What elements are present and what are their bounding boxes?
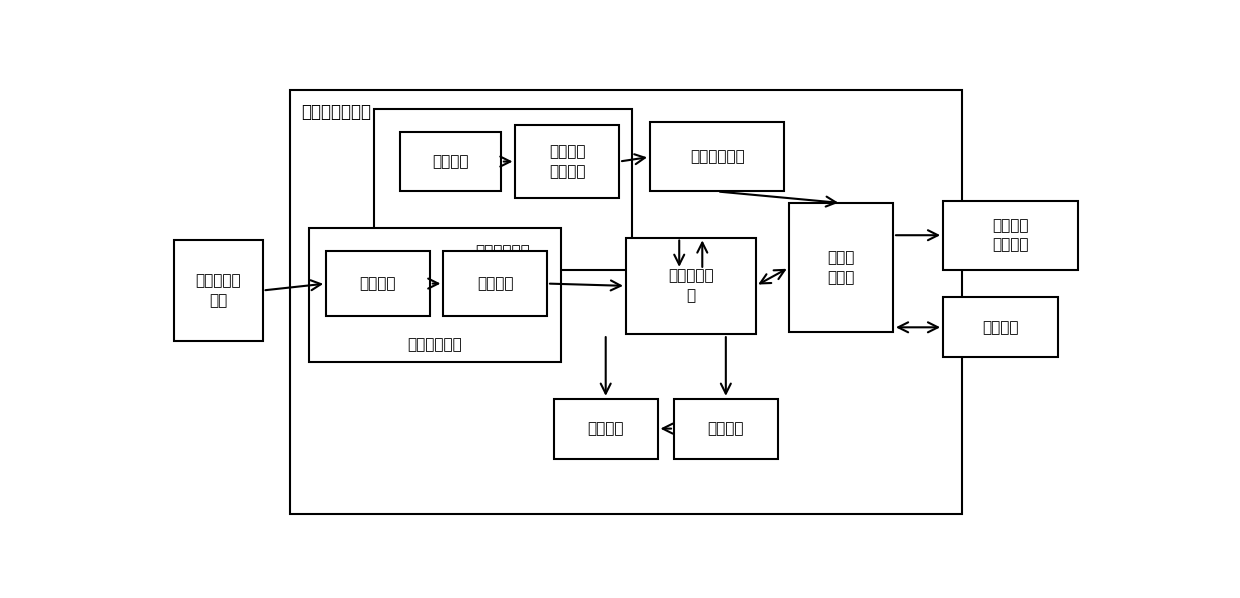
Text: 核磁共振分
析仪: 核磁共振分 析仪 <box>196 273 242 308</box>
Bar <box>942 201 1078 270</box>
Bar <box>290 90 962 514</box>
Bar <box>326 251 430 316</box>
Bar <box>374 109 631 270</box>
Text: 其他数据
接收装置: 其他数据 接收装置 <box>992 218 1028 252</box>
Text: 数据存储模块: 数据存储模块 <box>689 150 744 164</box>
Bar <box>650 123 785 191</box>
Text: 数据处理模块: 数据处理模块 <box>475 245 531 260</box>
Text: 检测模块: 检测模块 <box>360 276 397 291</box>
Text: 图表自动
生成模块: 图表自动 生成模块 <box>549 144 585 179</box>
Bar <box>309 228 560 362</box>
Text: 数据传
输模块: 数据传 输模块 <box>827 250 854 285</box>
Text: 数据接收模块: 数据接收模块 <box>407 337 463 352</box>
Bar <box>675 399 777 459</box>
Text: 云数据传输装置: 云数据传输装置 <box>301 103 371 121</box>
Bar <box>174 240 263 341</box>
Text: 显示模块: 显示模块 <box>588 421 624 436</box>
Bar <box>789 203 893 332</box>
Text: 转换模块: 转换模块 <box>433 154 469 169</box>
Bar <box>626 237 755 334</box>
Text: 云服务器: 云服务器 <box>982 320 1019 335</box>
Bar <box>444 251 547 316</box>
Bar <box>401 132 501 191</box>
Text: 中央控制模
块: 中央控制模 块 <box>668 269 713 303</box>
Text: 定位模块: 定位模块 <box>708 421 744 436</box>
Bar <box>554 399 657 459</box>
Bar <box>516 125 619 199</box>
Text: 接收模块: 接收模块 <box>477 276 513 291</box>
Bar <box>942 297 1058 357</box>
